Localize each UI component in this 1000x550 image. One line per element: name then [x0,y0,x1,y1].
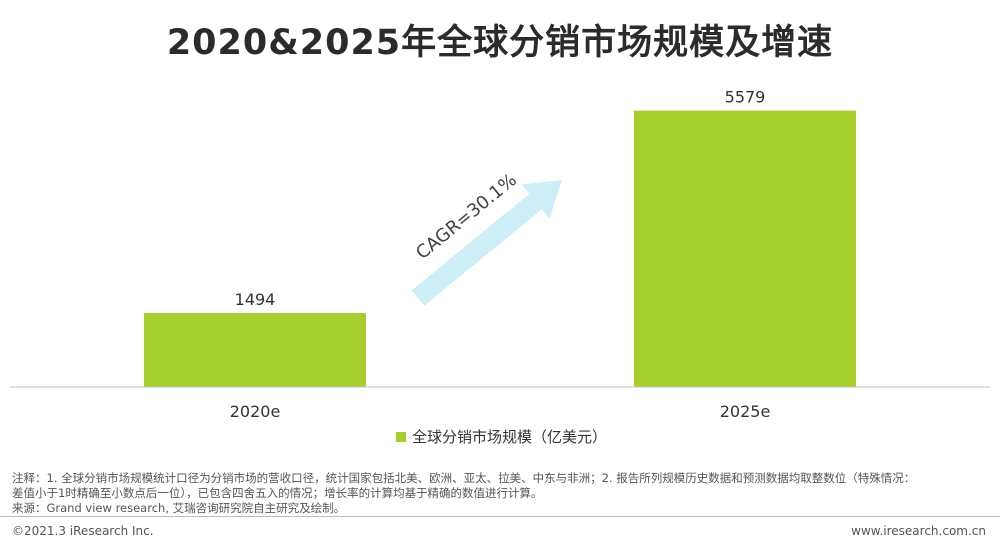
data-label-2025e: 5579 [725,88,766,107]
legend-label: 全球分销市场规模（亿美元） [412,428,607,446]
footer-divider [0,516,1000,517]
website-url: www.iresearch.com.cn [851,524,986,538]
source-note: 来源：Grand view research, 艾瑞咨询研究院自主研究及绘制。 [12,501,346,515]
note-line-1: 注释：1. 全球分销市场规模统计口径为分销市场的营收口径，统计国家包括北美、欧洲… [12,471,916,485]
bar-2025e [634,110,856,387]
x-tick-label-2020e: 2020e [230,402,281,421]
cagr-arrow [411,180,562,306]
note-line-2: 差值小于1时精确至小数点后一位），已包含四舍五入的情况；增长率的计算均基于精确的… [12,486,543,500]
data-label-2020e: 1494 [235,290,276,309]
chart-notes: 注释：1. 全球分销市场规模统计口径为分销市场的营收口径，统计国家包括北美、欧洲… [12,471,987,516]
bar-2020e [144,312,366,387]
copyright-text: ©2021.3 iResearch Inc. [12,524,154,538]
chart-title: 2020&2025年全球分销市场规模及增速 [166,23,834,63]
bar-chart: 14942020e55792025eCAGR=30.1%全球分销市场规模（亿美元… [10,88,990,446]
legend-swatch [396,432,406,442]
x-tick-label-2025e: 2025e [720,402,771,421]
